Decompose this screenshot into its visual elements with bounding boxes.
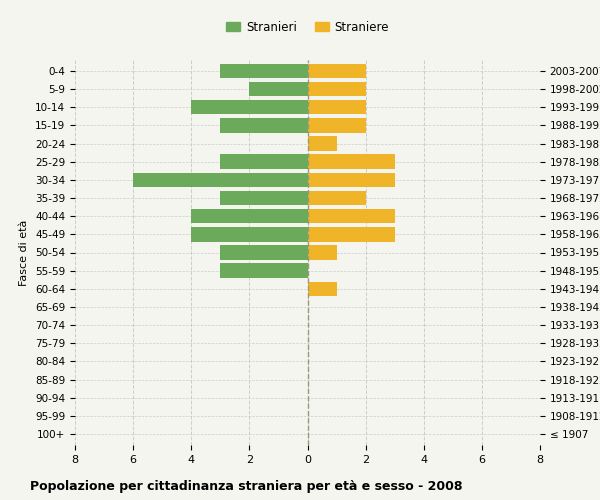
Bar: [220, 264, 308, 278]
Bar: [308, 154, 395, 169]
Bar: [308, 282, 337, 296]
Bar: [220, 154, 308, 169]
Bar: [308, 245, 337, 260]
Bar: [308, 82, 365, 96]
Bar: [308, 191, 365, 206]
Bar: [308, 172, 395, 187]
Bar: [191, 227, 308, 242]
Bar: [191, 100, 308, 114]
Bar: [220, 64, 308, 78]
Text: Popolazione per cittadinanza straniera per età e sesso - 2008: Popolazione per cittadinanza straniera p…: [30, 480, 463, 493]
Bar: [220, 191, 308, 206]
Y-axis label: Fasce di età: Fasce di età: [19, 220, 29, 286]
Bar: [308, 136, 337, 151]
Bar: [308, 209, 395, 224]
Bar: [308, 118, 365, 132]
Bar: [308, 100, 365, 114]
Legend: Stranieri, Straniere: Stranieri, Straniere: [221, 16, 394, 38]
Bar: [133, 172, 308, 187]
Bar: [220, 245, 308, 260]
Bar: [308, 64, 365, 78]
Bar: [308, 227, 395, 242]
Bar: [220, 118, 308, 132]
Bar: [250, 82, 308, 96]
Bar: [191, 209, 308, 224]
